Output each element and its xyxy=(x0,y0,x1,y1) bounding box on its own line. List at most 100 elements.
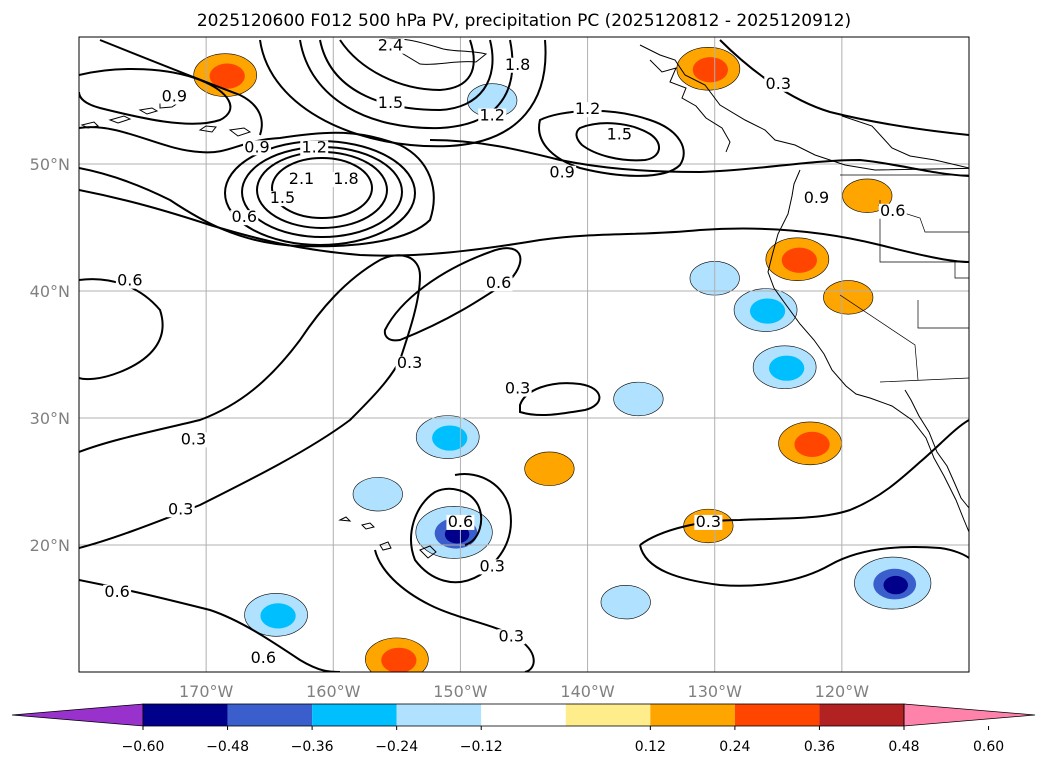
contour-label: 1.2 xyxy=(575,99,600,118)
contour-label-bg xyxy=(332,172,360,188)
contour-label-bg xyxy=(103,584,132,600)
precip-blob xyxy=(752,345,817,389)
contour-label-bg xyxy=(605,127,634,143)
contour-label-bg xyxy=(230,210,259,226)
contour-label: 1.8 xyxy=(333,169,358,188)
contour-label-bg xyxy=(478,108,507,124)
contour-label-bg xyxy=(268,191,297,207)
contour-label: 0.6 xyxy=(486,273,511,292)
colorbar-segment xyxy=(734,704,820,726)
colorbar-segment xyxy=(481,704,566,726)
precip-blob xyxy=(778,421,842,466)
colorbar-tick-label: −0.36 xyxy=(291,739,334,755)
pv-contour-0.6-southwest xyxy=(79,278,164,381)
contour-label-bg xyxy=(166,502,195,518)
lon-tick-label: 150°W xyxy=(433,682,488,701)
colorbar-segment xyxy=(396,704,482,726)
colorbar-tick-label: 0.48 xyxy=(888,739,919,755)
contour-label: 2.4 xyxy=(378,36,403,55)
contour-label-bg xyxy=(395,356,424,372)
contour-label: 0.3 xyxy=(181,429,206,448)
precip-blob xyxy=(613,381,664,417)
colorbar-segment xyxy=(565,704,651,726)
colorbar-segment xyxy=(650,704,735,726)
contour-label-bg xyxy=(503,381,532,397)
colorbar: −0.60 −0.48 −0.36 −0.24 −0.12 0.12 0.24 0.36 0.4… xyxy=(11,703,1036,755)
precip-blob xyxy=(193,53,258,97)
precip-blob xyxy=(854,556,932,610)
contour-label: 0.9 xyxy=(244,137,269,156)
contour-label: 0.6 xyxy=(880,201,905,220)
contour-label-bg xyxy=(179,432,208,448)
contour-label: 1.2 xyxy=(479,106,504,125)
contour-label: 1.8 xyxy=(505,55,530,74)
contour-label-bg xyxy=(446,514,475,530)
lon-tick-label: 140°W xyxy=(560,682,615,701)
precip-blob xyxy=(733,288,798,332)
contour-label: 0.6 xyxy=(117,271,142,290)
precip-blob xyxy=(365,637,429,672)
contour-label-bg xyxy=(548,165,577,181)
contour-label-bg xyxy=(376,95,405,111)
contour-label: 0.3 xyxy=(766,74,791,93)
colorbar-tick-label: 0.24 xyxy=(719,739,750,755)
contour-label: 0.3 xyxy=(499,626,524,645)
pv-contour-1.5-northeast xyxy=(575,122,660,162)
contour-label: 0.3 xyxy=(479,556,504,575)
pv-contour-0.9-east xyxy=(429,139,969,177)
contour-label-bg xyxy=(497,629,526,645)
contour-label: 0.9 xyxy=(162,87,187,106)
precip-blob xyxy=(352,477,403,512)
pv-contour-west-lobe xyxy=(79,67,232,125)
contour-label-bg xyxy=(484,276,513,292)
contour-label: 1.5 xyxy=(378,93,403,112)
contour-label-bg xyxy=(243,140,271,156)
pv-contour-0.9-west xyxy=(79,126,435,248)
political-borders xyxy=(839,174,969,383)
contour-label: 1.5 xyxy=(270,188,295,207)
lat-tick-label: 40°N xyxy=(30,282,70,301)
contour-label-bg xyxy=(764,76,793,92)
colorbar-segment xyxy=(819,704,904,726)
precip-blob xyxy=(524,451,575,486)
colorbar-outline xyxy=(142,703,905,727)
colorbar-tick-label: −0.24 xyxy=(375,739,418,755)
contour-label-bg xyxy=(166,37,195,39)
contour-label: 0.9 xyxy=(804,188,829,207)
contour-label-bg xyxy=(878,203,907,219)
lon-tick-label: 160°W xyxy=(306,682,361,701)
lon-tick-label: 120°W xyxy=(815,682,870,701)
precip-shading-layer xyxy=(193,47,932,672)
precip-blob xyxy=(415,415,480,459)
contour-label-bg xyxy=(160,89,189,105)
colorbar-segment xyxy=(227,704,313,726)
pv-contour-0.3-main xyxy=(79,254,422,549)
contour-label-bg xyxy=(503,57,532,73)
contour-label: 0.3 xyxy=(696,512,721,531)
pv-contour-0.6-mid xyxy=(79,189,969,263)
precip-blob xyxy=(823,280,874,315)
contour-label: 0.6 xyxy=(104,582,129,601)
figure-title: 2025120600 F012 500 hPa PV, precipitatio… xyxy=(197,11,851,31)
contour-labels: 0.3 0.9 2.4 1.8 1.5 1.2 1.2 1.5 0.9 0.3 0.9 0.6 0.9 1… xyxy=(103,36,907,667)
colorbar-extend-high xyxy=(903,703,1036,727)
contour-label: 2.1 xyxy=(289,169,314,188)
contour-label: 1.2 xyxy=(301,137,326,156)
precip-blob xyxy=(765,237,830,281)
pv-contours xyxy=(79,39,969,672)
pv-contour-0.6-bottom-west xyxy=(79,579,341,672)
gridlines xyxy=(79,37,969,672)
contour-label-bg xyxy=(802,191,831,207)
lon-tick-label: 130°W xyxy=(688,682,743,701)
pv-contour-0.3-lower xyxy=(639,544,969,587)
pv-contour-0.6-loop xyxy=(383,247,522,342)
colorbar-segment xyxy=(312,704,397,726)
contour-label: 0.6 xyxy=(448,512,473,531)
pv-contour-0.6-south-loop xyxy=(410,473,512,584)
contour-label: 0.3 xyxy=(168,499,193,518)
lat-tick-label: 50°N xyxy=(30,155,70,174)
colorbar-extend-low xyxy=(11,703,144,727)
pv-contour-1.5 xyxy=(241,146,403,238)
colorbar-tick-label: 0.12 xyxy=(635,739,666,755)
contour-label-bg xyxy=(694,514,723,530)
